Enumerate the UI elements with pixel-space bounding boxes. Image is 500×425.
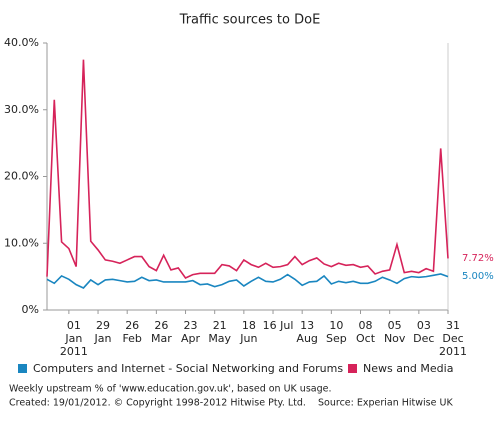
note: Weekly upstream % of 'www.education.gov.… bbox=[9, 384, 331, 395]
y-tick-label: 40.0% bbox=[4, 36, 39, 49]
note: Created: 19/01/2012. © Copyright 1998-20… bbox=[9, 398, 453, 409]
x-tick-label: 16 Jul bbox=[262, 319, 294, 332]
y-tick-label: 20.0% bbox=[4, 170, 39, 183]
x-tick-label: 26 Mar bbox=[150, 319, 172, 345]
y-tick-label: 30.0% bbox=[4, 103, 39, 116]
value-label: 5.00% bbox=[462, 271, 494, 282]
x-tick-label: 21 May bbox=[208, 319, 232, 345]
y-tick-label: 0% bbox=[22, 303, 39, 316]
x-tick-label: 29 Jan bbox=[94, 319, 112, 345]
x-tick-label: 08 Oct bbox=[355, 319, 376, 345]
x-tick-label: 18 Jun bbox=[240, 319, 258, 345]
x-tick-label: 26 Feb bbox=[122, 319, 142, 345]
legend-swatch bbox=[348, 364, 357, 373]
x-tick-label: 05 Nov bbox=[383, 319, 406, 345]
legend-swatch bbox=[18, 364, 27, 373]
legend-label: News and Media bbox=[363, 362, 453, 375]
legend-label: Computers and Internet - Social Networki… bbox=[33, 362, 343, 375]
x-tick-label: 31 Dec 2011 bbox=[439, 319, 467, 358]
x-tick-label: 03 Dec bbox=[413, 319, 435, 345]
x-tick-label: 13 Aug bbox=[296, 319, 318, 345]
x-tick-label: 01 Jan 2011 bbox=[59, 319, 88, 358]
series-line bbox=[46, 59, 449, 279]
x-tick-label: 10 Sep bbox=[325, 319, 347, 345]
y-tick-label: 10.0% bbox=[4, 236, 39, 249]
chart-title: Traffic sources to DoE bbox=[179, 13, 321, 28]
value-label: 7.72% bbox=[462, 253, 494, 264]
series-line bbox=[46, 273, 449, 289]
x-tick-label: 23 Apr bbox=[181, 319, 201, 345]
